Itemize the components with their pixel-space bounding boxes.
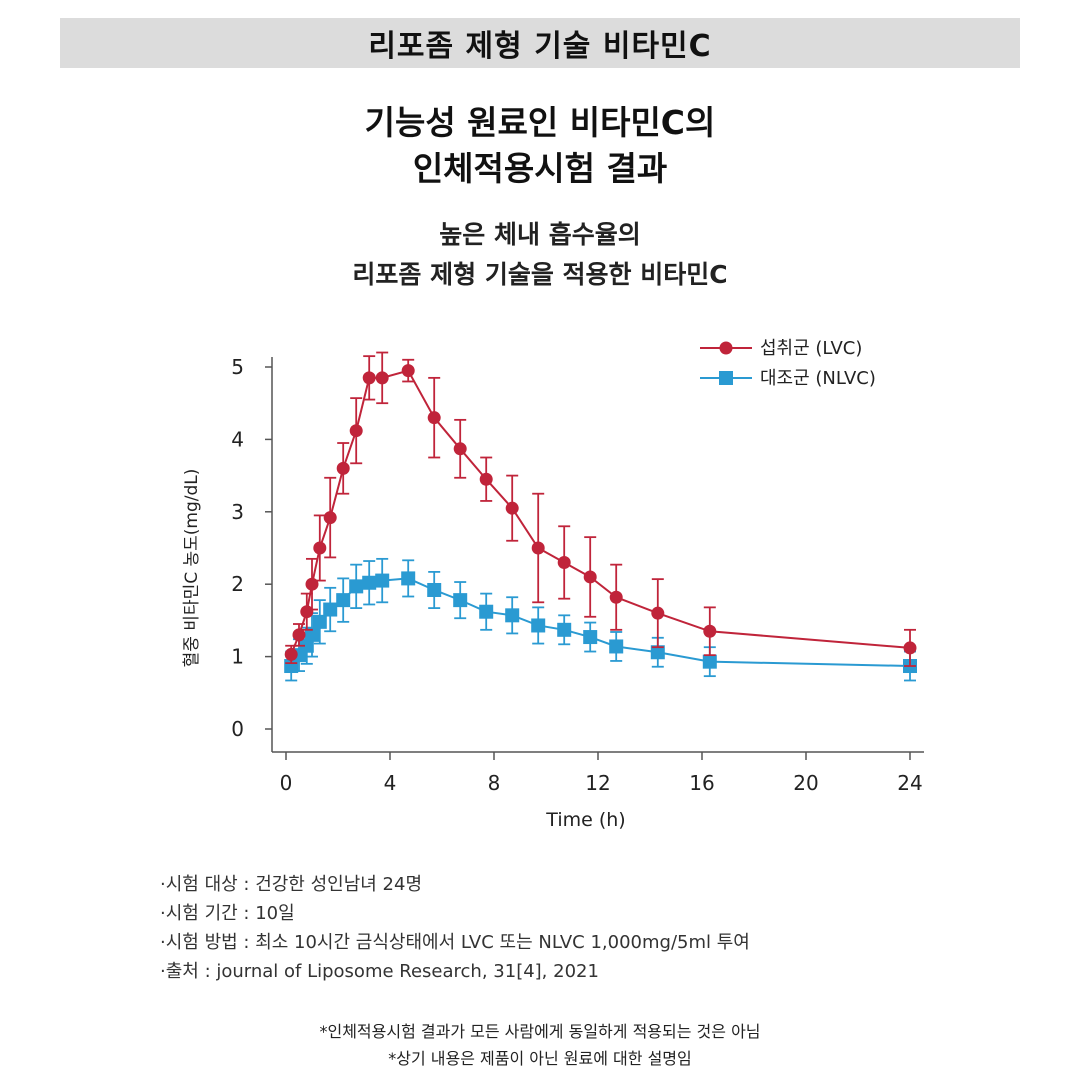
nlvc-point xyxy=(650,645,665,660)
lvc-point xyxy=(703,624,717,638)
lvc-point xyxy=(479,472,493,486)
legend-marker-lvc xyxy=(719,341,733,355)
x-tick-label: 8 xyxy=(488,771,501,795)
x-tick-label: 24 xyxy=(897,771,922,795)
legend-label-nlvc: 대조군 (NLVC) xyxy=(760,368,876,389)
x-tick-label: 20 xyxy=(793,771,818,795)
lvc-point xyxy=(401,364,415,378)
nlvc-point xyxy=(375,573,390,588)
lvc-point xyxy=(362,371,376,385)
subtitle-line-2: 리포좀 제형 기술을 적용한 비타민C xyxy=(352,260,728,289)
lvc-point xyxy=(300,605,314,619)
lvc-point xyxy=(505,501,519,515)
nlvc-point xyxy=(305,627,319,642)
page-title: 기능성 원료인 비타민C의 인체적용시험 결과 xyxy=(0,100,1080,192)
note-source: ·출처 : journal of Liposome Research, 31[4… xyxy=(160,961,599,982)
nlvc-point xyxy=(531,618,546,633)
note-method: ·시험 방법 : 최소 10시간 금식상태에서 LVC 또는 NLVC 1,00… xyxy=(160,932,750,953)
nlvc-point xyxy=(323,602,338,617)
x-tick-label: 0 xyxy=(280,771,293,795)
lvc-point xyxy=(453,442,467,456)
note-period: ·시험 기간 : 10일 xyxy=(160,903,295,924)
x-tick-label: 4 xyxy=(384,771,397,795)
nlvc-point xyxy=(299,638,314,653)
lvc-point xyxy=(651,606,665,620)
lvc-point xyxy=(427,411,441,425)
x-tick-label: 16 xyxy=(689,771,714,795)
nlvc-point xyxy=(427,582,442,597)
title-line-1: 기능성 원료인 비타민C의 xyxy=(364,103,716,142)
x-axis-label: Time (h) xyxy=(545,809,625,831)
lvc-point xyxy=(305,577,319,591)
y-tick-label: 1 xyxy=(231,645,244,669)
y-tick-label: 5 xyxy=(231,355,244,379)
legend-marker-nlvc xyxy=(719,371,733,385)
nlvc-point xyxy=(362,575,377,590)
nlvc-point xyxy=(349,579,364,594)
disclaimers: *인체적용시험 결과가 모든 사람에게 동일하게 적용되는 것은 아님 *상기 … xyxy=(0,1018,1080,1072)
title-line-2: 인체적용시험 결과 xyxy=(412,149,668,188)
lvc-point xyxy=(336,461,350,475)
banner-title: 리포좀 제형 기술 비타민C xyxy=(60,18,1020,68)
y-tick-label: 4 xyxy=(231,427,244,451)
lvc-point xyxy=(313,541,327,555)
y-tick-label: 0 xyxy=(231,717,244,741)
lvc-series-line xyxy=(290,369,911,655)
nlvc-point xyxy=(479,604,494,619)
nlvc-point xyxy=(505,608,520,623)
disclaimer-2: *상기 내용은 제품이 아닌 원료에 대한 설명임 xyxy=(388,1049,692,1068)
subtitle-line-1: 높은 체내 흡수율의 xyxy=(439,220,641,249)
nlvc-series-line xyxy=(290,577,911,668)
legend-label-lvc: 섭취군 (LVC) xyxy=(760,338,862,359)
lvc-point xyxy=(349,424,363,438)
nlvc-point xyxy=(336,593,351,608)
lvc-point xyxy=(903,641,917,655)
nlvc-point xyxy=(609,639,624,654)
lvc-point xyxy=(609,590,623,604)
lvc-point xyxy=(323,511,337,525)
lvc-point xyxy=(557,555,571,569)
y-axis-label: 혈중 비타민C 농도(mg/dL) xyxy=(182,469,202,668)
lvc-point xyxy=(375,371,389,385)
y-tick-label: 2 xyxy=(231,572,244,596)
lvc-point xyxy=(284,647,298,661)
y-tick-label: 3 xyxy=(231,500,244,524)
lvc-point xyxy=(292,628,306,642)
lvc-point xyxy=(583,570,597,584)
page-subtitle: 높은 체내 흡수율의 리포좀 제형 기술을 적용한 비타민C xyxy=(0,215,1080,295)
nlvc-point xyxy=(583,630,598,645)
nlvc-point xyxy=(401,571,416,586)
note-subject: ·시험 대상 : 건강한 성인남녀 24명 xyxy=(160,874,423,895)
disclaimer-1: *인체적용시험 결과가 모든 사람에게 동일하게 적용되는 것은 아님 xyxy=(319,1022,761,1041)
nlvc-point xyxy=(453,593,468,608)
nlvc-point xyxy=(702,654,717,669)
lvc-point xyxy=(531,541,545,555)
nlvc-point xyxy=(312,614,327,629)
x-tick-label: 12 xyxy=(585,771,610,795)
study-notes: ·시험 대상 : 건강한 성인남녀 24명 ·시험 기간 : 10일 ·시험 방… xyxy=(160,870,750,986)
nlvc-point xyxy=(557,622,572,637)
